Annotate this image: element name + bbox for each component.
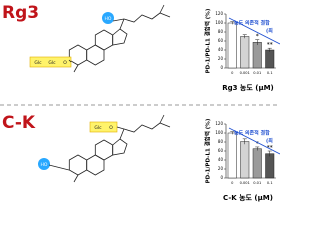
- structure-label: Glc: [94, 125, 102, 131]
- error-bar: [230, 131, 235, 135]
- error-bar: [267, 47, 272, 52]
- panel-label: Rg3: [2, 3, 39, 23]
- x-axis-label: Rg3 농도 (μM): [222, 83, 274, 92]
- hydroxyl-circle: [38, 158, 50, 170]
- bar: [227, 22, 237, 69]
- y-tick-label: 120: [215, 11, 223, 16]
- significance: **: [267, 145, 273, 152]
- bar: [265, 153, 275, 179]
- x-tick-label: 0.01: [253, 181, 261, 185]
- note: (최: [266, 138, 273, 145]
- bond: [116, 126, 125, 130]
- hydroxyl-circle: [102, 12, 114, 24]
- y-tick-label: 120: [215, 121, 223, 126]
- error-bar: [255, 146, 260, 151]
- note: (최: [266, 28, 273, 35]
- y-tick-label: 100: [215, 20, 223, 25]
- bond: [68, 59, 72, 63]
- x-tick-label: 0.001: [240, 71, 250, 75]
- structure-label: O: [63, 60, 67, 66]
- x-tick-label: 0: [231, 181, 234, 185]
- x-tick-label: 0.01: [253, 71, 261, 75]
- y-axis-label: PD-1/PD-L1 결합력 (%): [204, 8, 212, 73]
- bar: [240, 141, 250, 179]
- x-tick-label: 0: [231, 71, 234, 75]
- bar: [227, 132, 237, 179]
- y-tick-label: 20: [218, 166, 224, 171]
- y-tick-label: 40: [218, 47, 224, 52]
- structure-label: Glc: [48, 60, 56, 66]
- bar: [265, 49, 275, 69]
- structure: [68, 4, 171, 73]
- structure-label: Glc: [34, 60, 42, 66]
- x-tick-label: 0.001: [240, 181, 250, 185]
- y-axis-label: PD-1/PD-L1 결합력 (%): [204, 118, 212, 183]
- panel-label: C-K: [2, 113, 36, 133]
- structure-label: HO: [105, 16, 112, 22]
- error-bar: [255, 39, 260, 46]
- note-arrow: [228, 127, 280, 155]
- bond: [48, 164, 70, 171]
- y-tick-label: 80: [218, 139, 224, 144]
- bond: [112, 18, 125, 22]
- structure: [68, 114, 171, 183]
- y-tick-label: 20: [218, 56, 224, 61]
- bar: [252, 148, 262, 179]
- y-tick-label: 60: [218, 148, 224, 153]
- error-bar: [242, 34, 247, 39]
- y-tick-label: 0: [220, 175, 223, 180]
- error-bar: [242, 138, 247, 145]
- y-tick-label: 80: [218, 29, 224, 34]
- y-tick-label: 40: [218, 157, 224, 162]
- y-tick-label: 60: [218, 38, 224, 43]
- bar: [252, 42, 262, 69]
- structure-label: HO: [41, 162, 48, 168]
- note: 농도 의존적 결합: [234, 130, 270, 137]
- x-tick-label: 0.1: [267, 71, 273, 75]
- note: 농도 의존적 결합: [234, 20, 270, 27]
- x-tick-label: 0.1: [267, 181, 273, 185]
- note-arrow: [228, 17, 280, 45]
- significance: *: [256, 33, 259, 40]
- significance: **: [267, 42, 273, 49]
- y-tick-label: 0: [220, 65, 223, 70]
- bar: [240, 36, 250, 69]
- error-bar: [267, 150, 272, 157]
- significance: *: [256, 140, 259, 147]
- structure-label: O: [109, 125, 113, 131]
- error-bar: [230, 21, 235, 25]
- x-axis-label: C-K 농도 (μM): [223, 193, 273, 202]
- y-tick-label: 100: [215, 130, 223, 135]
